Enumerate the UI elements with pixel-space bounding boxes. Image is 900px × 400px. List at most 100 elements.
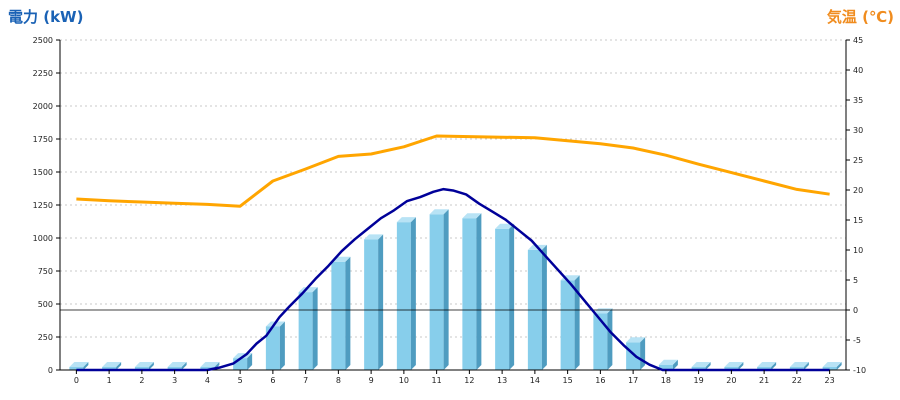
x-tick-label: 17 [628, 376, 638, 385]
x-tick-label: 5 [238, 376, 243, 385]
bar [822, 362, 842, 370]
bar-series [69, 209, 842, 370]
bar-top [462, 213, 482, 219]
bar-top [593, 308, 613, 314]
bar-top [691, 362, 711, 367]
bar-side [836, 362, 842, 370]
bar-side [738, 362, 744, 370]
bar-face [789, 367, 804, 370]
left-tick-label: 750 [38, 267, 53, 276]
right-axis-title: 気温 (℃) [827, 8, 894, 26]
x-tick-label: 18 [661, 376, 671, 385]
left-tick-label: 0 [48, 366, 53, 375]
right-tick-label: 5 [853, 276, 858, 285]
bar [724, 362, 744, 370]
bar-face [167, 367, 182, 370]
bar-side [672, 359, 678, 370]
bar-side [83, 362, 89, 370]
x-tick-label: 11 [432, 376, 442, 385]
x-tick-label: 13 [497, 376, 507, 385]
bar [527, 244, 547, 370]
x-tick-label: 22 [792, 376, 802, 385]
bar-face [134, 367, 149, 370]
bar-side [279, 321, 285, 370]
power-line [76, 187, 830, 372]
bar [102, 362, 122, 370]
bar-side [378, 234, 384, 370]
bar [69, 362, 89, 370]
right-tick-label: 15 [853, 216, 863, 225]
bar-face [626, 342, 641, 370]
x-tick-label: 19 [694, 376, 704, 385]
bar [331, 256, 351, 370]
bar [167, 362, 187, 370]
bar-side [148, 362, 154, 370]
bar [298, 287, 318, 370]
bar-side [181, 362, 187, 370]
x-tick-label: 20 [726, 376, 736, 385]
bar-top [626, 337, 646, 343]
bar-side [410, 217, 416, 370]
bar [134, 362, 154, 370]
bar-face [724, 367, 739, 370]
left-tick-label: 1750 [33, 135, 53, 144]
bar [495, 223, 515, 370]
bar-face [331, 261, 346, 370]
bar [789, 362, 809, 370]
bar-top [69, 362, 89, 367]
bar-face [364, 239, 379, 370]
bar-face [429, 214, 444, 370]
bar-face [691, 367, 706, 370]
bar-side [803, 362, 809, 370]
axes [59, 40, 847, 371]
bar-face [265, 326, 280, 370]
bar-side [771, 362, 777, 370]
bar-side [345, 256, 351, 370]
bar-face [658, 364, 673, 370]
bar-top [757, 362, 777, 367]
bar [364, 234, 384, 370]
power-line-series [76, 187, 830, 372]
left-tick-label: 2250 [33, 69, 53, 78]
right-tick-label: -10 [853, 366, 866, 375]
bar-face [69, 367, 84, 370]
bar-top [200, 362, 220, 367]
bar [658, 359, 678, 370]
bar-side [247, 353, 253, 370]
bar-face [298, 292, 313, 370]
bar-top [364, 234, 384, 240]
bar-top [658, 359, 678, 365]
bar-top [495, 223, 515, 229]
right-tick-label: 35 [853, 96, 863, 105]
right-tick-label: 25 [853, 156, 863, 165]
right-tick-label: 40 [853, 66, 863, 75]
bar [429, 209, 449, 370]
x-tick-label: 23 [825, 376, 835, 385]
bar [396, 217, 416, 370]
left-tick-label: 2500 [33, 36, 53, 45]
left-axis-title: 電力 (kW) [8, 8, 83, 26]
right-tick-label: 0 [853, 306, 858, 315]
grid-lines [60, 39, 846, 338]
x-tick-label: 1 [107, 376, 112, 385]
x-tick-label: 21 [759, 376, 769, 385]
bar-side [443, 209, 449, 370]
left-tick-label: 1500 [33, 168, 53, 177]
right-tick-label: 30 [853, 126, 863, 135]
bar-side [705, 362, 711, 370]
bar-side [640, 337, 646, 370]
x-tick-label: 10 [399, 376, 409, 385]
bar-face [200, 367, 215, 370]
x-tick-label: 14 [530, 376, 540, 385]
x-tick-label: 2 [139, 376, 144, 385]
x-tick-label: 4 [205, 376, 210, 385]
x-tick-label: 3 [172, 376, 177, 385]
left-tick-label: 1250 [33, 201, 53, 210]
bar [691, 362, 711, 370]
bar-top [102, 362, 122, 367]
bar-face [462, 218, 477, 370]
bar-top [822, 362, 842, 367]
bar-top [167, 362, 187, 367]
temperature-line [76, 134, 830, 208]
